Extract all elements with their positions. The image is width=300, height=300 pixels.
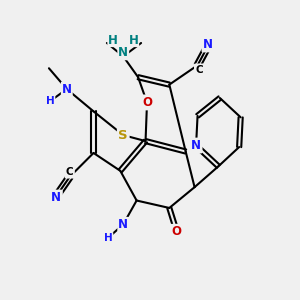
Text: H: H (129, 34, 139, 46)
Text: N: N (51, 191, 62, 204)
Text: N: N (118, 46, 128, 59)
Text: S: S (118, 129, 128, 142)
Text: H: H (108, 34, 118, 46)
Text: O: O (172, 225, 182, 238)
Text: O: O (142, 96, 152, 109)
Text: N: N (191, 139, 201, 152)
Text: C: C (195, 65, 203, 75)
Text: N: N (203, 38, 213, 51)
Text: H: H (104, 233, 113, 243)
Text: H: H (46, 96, 55, 106)
Text: N: N (62, 82, 72, 96)
Text: C: C (66, 167, 74, 177)
Text: N: N (118, 218, 128, 231)
